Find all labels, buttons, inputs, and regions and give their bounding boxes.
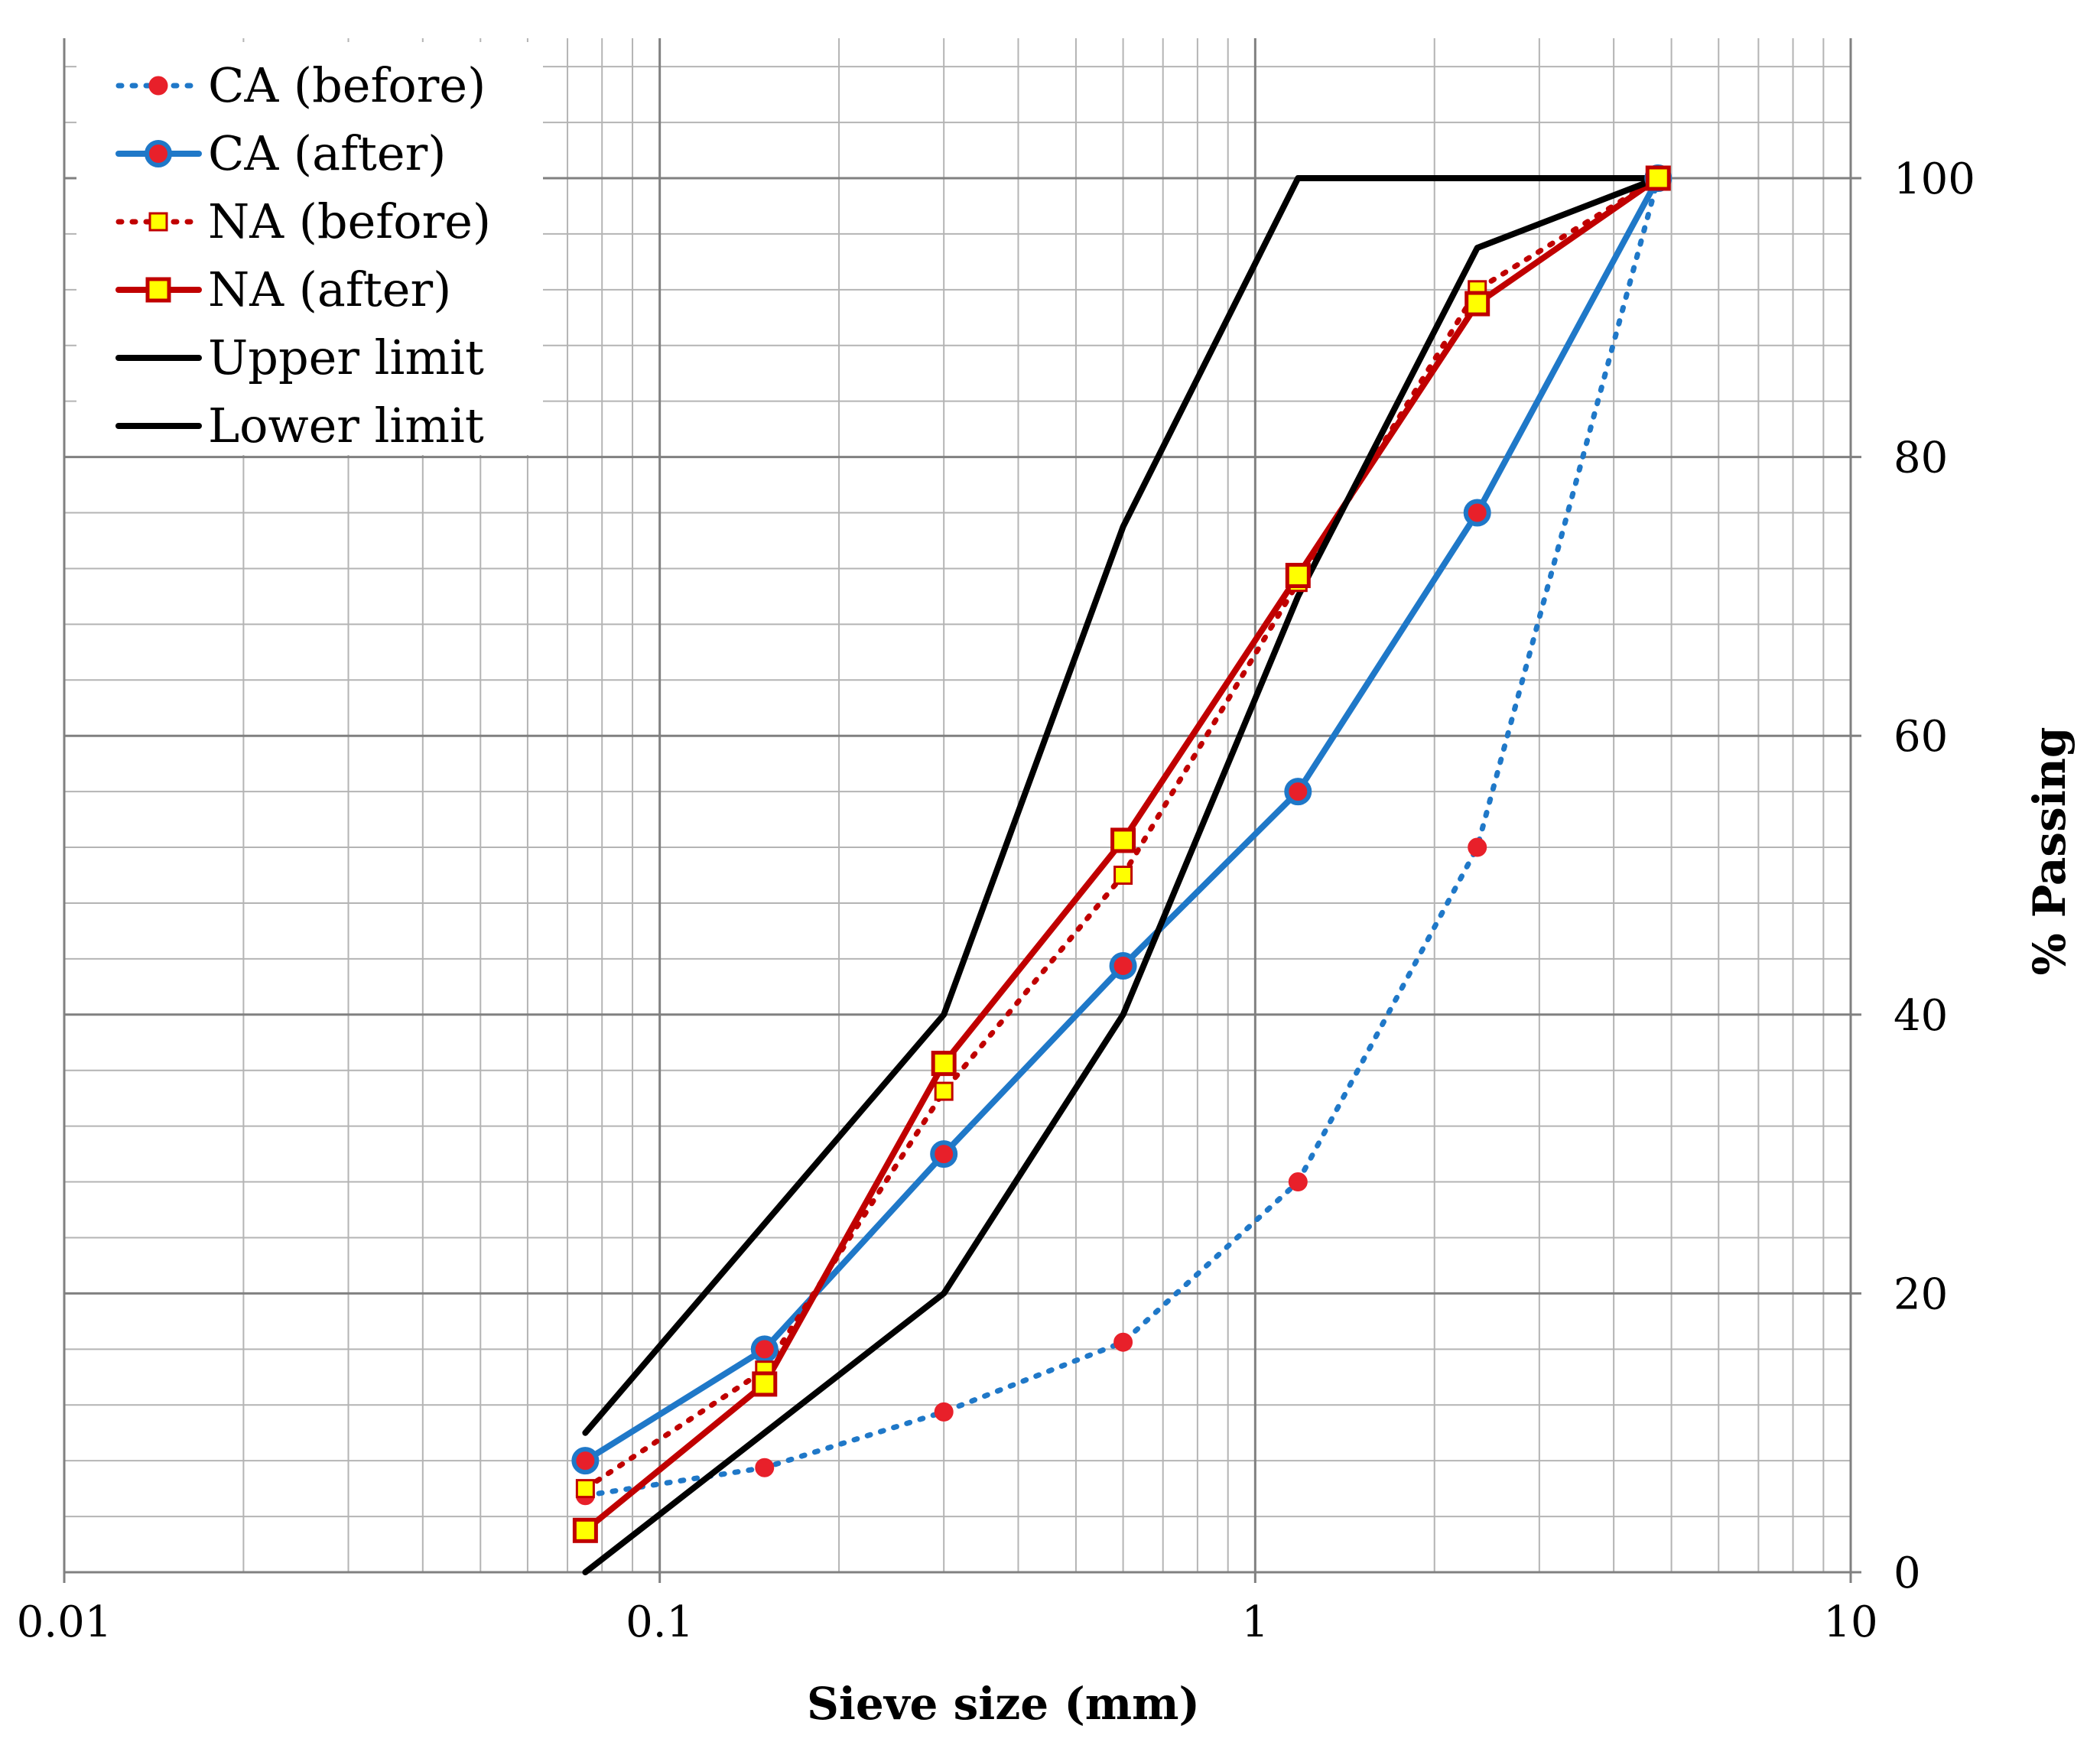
marker-ca-before [1288, 1172, 1308, 1192]
legend-marker-ca-before [148, 76, 168, 96]
x-axis-title: Sieve size (mm) [807, 1678, 1200, 1730]
x-tick-label: 0.1 [626, 1597, 694, 1647]
y-tick-label: 80 [1894, 434, 1948, 483]
y-tick-label: 100 [1894, 154, 1975, 204]
marker-na-after [1285, 563, 1311, 589]
series-line-upper-limit [582, 175, 1662, 1436]
legend-label-na-before: NA (before) [208, 193, 491, 249]
minor-gridlines [64, 38, 1851, 1572]
legend-label-na-after: NA (after) [208, 262, 451, 317]
marker-na-before [934, 1081, 954, 1101]
x-tick-label: 10 [1823, 1597, 1877, 1647]
legend-background [76, 42, 543, 455]
y-tick-label: 40 [1894, 991, 1948, 1041]
series-line-lower-limit [582, 175, 1662, 1575]
x-tick-label: 0.01 [17, 1597, 112, 1647]
axes [63, 38, 1861, 1583]
marker-na-after [931, 1051, 957, 1077]
marker-ca-before [1113, 1332, 1133, 1352]
marker-ca-after [1109, 951, 1137, 980]
legend-marker-na-after [145, 277, 171, 303]
marker-ca-after [571, 1447, 600, 1475]
legend-label-ca-after: CA (after) [208, 125, 446, 181]
legend-label-lower-limit: Lower limit [208, 398, 484, 453]
marker-ca-after [930, 1140, 958, 1168]
series-line-ca-after [582, 175, 1662, 1464]
marker-ca-before [1468, 837, 1487, 857]
marker-ca-before [755, 1458, 775, 1477]
marker-na-before [575, 1479, 595, 1499]
series-line-na-after [582, 175, 1662, 1534]
legend-marker-ca-after [145, 140, 172, 167]
x-tick-label: 1 [1242, 1597, 1269, 1647]
marker-na-after [752, 1371, 778, 1397]
y-tick-label: 0 [1894, 1549, 1921, 1598]
marker-na-after [1110, 827, 1136, 853]
marker-ca-before [934, 1402, 954, 1422]
marker-na-after [1645, 165, 1671, 191]
marker-ca-after [1463, 499, 1491, 527]
marker-na-before [1113, 866, 1133, 885]
legend-label-ca-before: CA (before) [208, 57, 486, 113]
markers-layer [571, 164, 1673, 1543]
legend-marker-na-before [148, 212, 168, 232]
legend: CA (before) CA (after) NA (before) NA (afte… [76, 42, 543, 455]
legend-label-upper-limit: Upper limit [208, 330, 484, 385]
marker-na-after [1464, 291, 1490, 317]
marker-ca-after [1284, 778, 1312, 806]
y-axis-title: % Passing [2024, 726, 2076, 975]
marker-ca-after [750, 1335, 779, 1363]
marker-na-after [572, 1517, 598, 1543]
y-tick-label: 60 [1894, 712, 1948, 762]
y-tick-label: 20 [1894, 1269, 1948, 1319]
